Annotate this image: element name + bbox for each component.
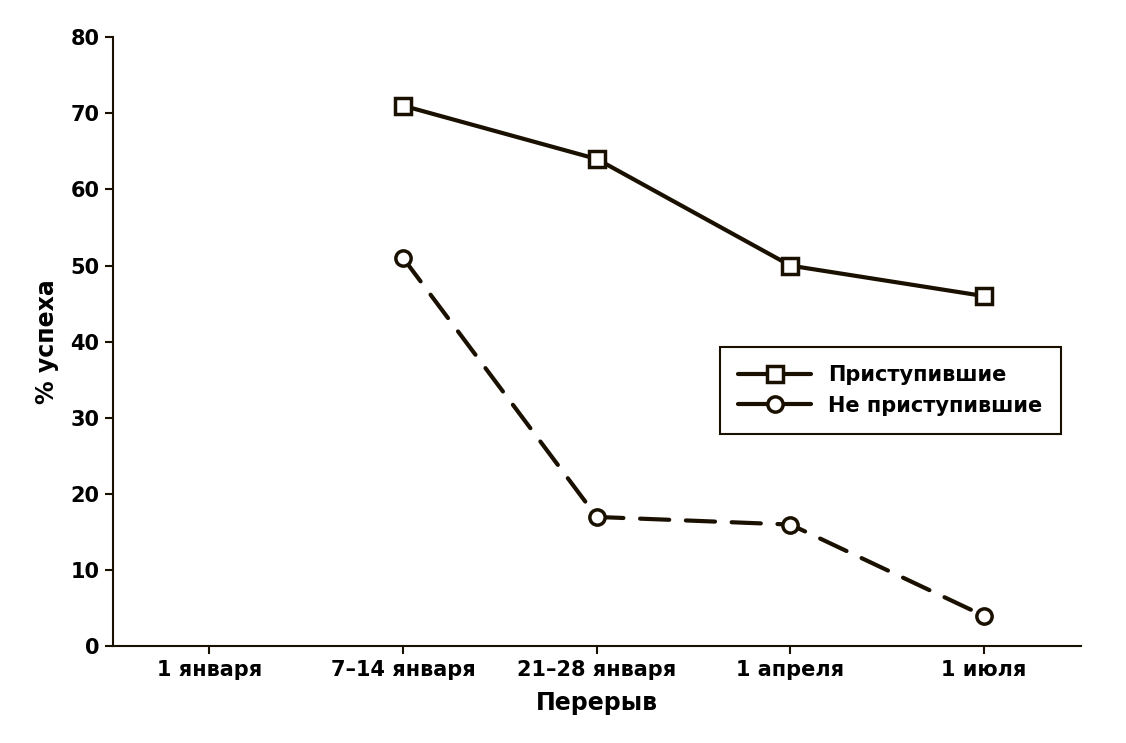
Legend: Приступившие, Не приступившие: Приступившие, Не приступившие	[720, 346, 1061, 435]
Приступившие	[396, 101, 410, 110]
Не приступившие	[784, 520, 797, 529]
X-axis label: Перерыв: Перерыв	[536, 691, 658, 715]
Line: Приступившие: Приступившие	[395, 98, 992, 304]
Не приступившие	[977, 611, 991, 620]
Line: Не приступившие: Не приступившие	[395, 250, 992, 623]
Не приступившие	[396, 253, 410, 262]
Y-axis label: % успеха: % успеха	[35, 279, 60, 404]
Приступившие	[784, 261, 797, 270]
Не приступившие	[590, 513, 604, 522]
Приступившие	[590, 155, 604, 163]
Приступившие	[977, 292, 991, 301]
